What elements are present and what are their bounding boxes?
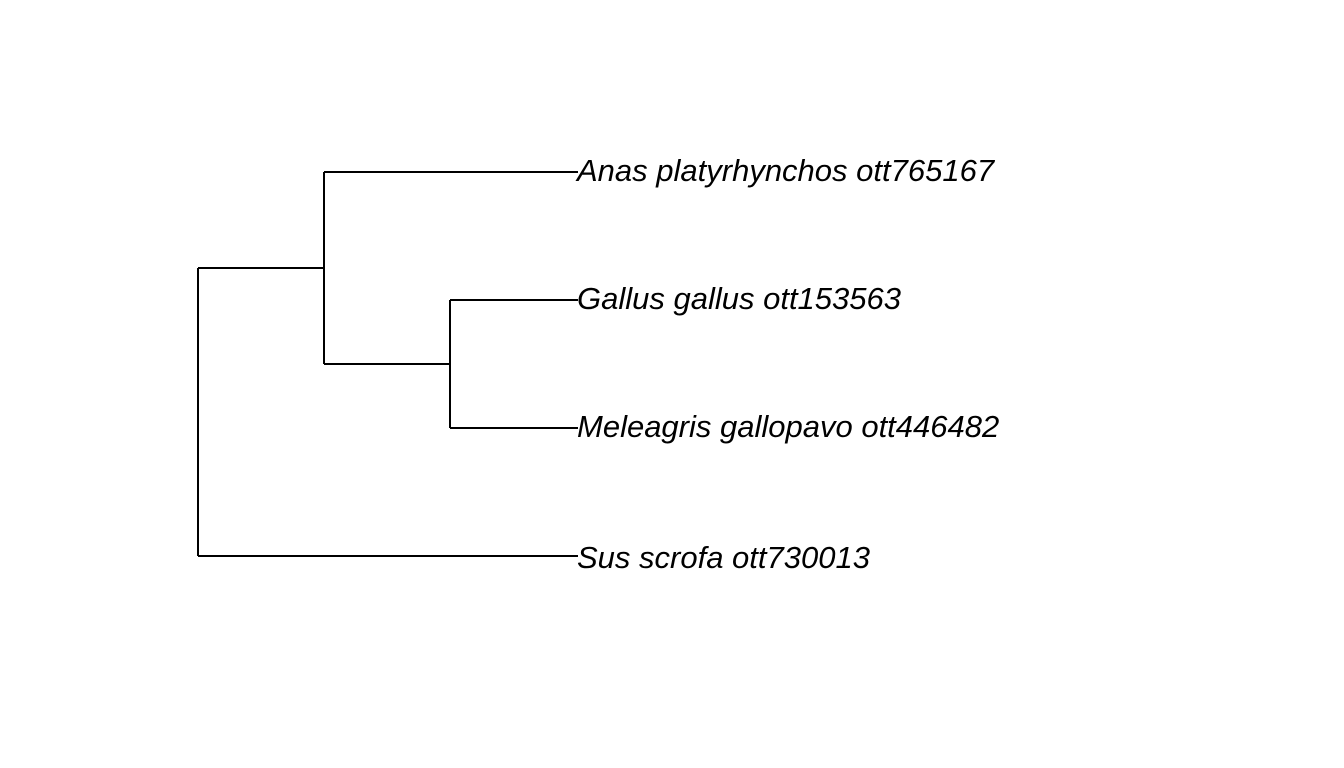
tip-labels: Anas platyrhynchos ott765167 Gallus gall… (575, 153, 999, 575)
tip-label-gallus-gallus: Gallus gallus ott153563 (577, 281, 901, 316)
tip-label-meleagris-gallopavo: Meleagris gallopavo ott446482 (577, 409, 999, 444)
tree-branches (197, 171, 578, 557)
tip-label-anas-platyrhynchos: Anas platyrhynchos ott765167 (575, 153, 996, 188)
tip-label-sus-scrofa: Sus scrofa ott730013 (577, 540, 870, 575)
